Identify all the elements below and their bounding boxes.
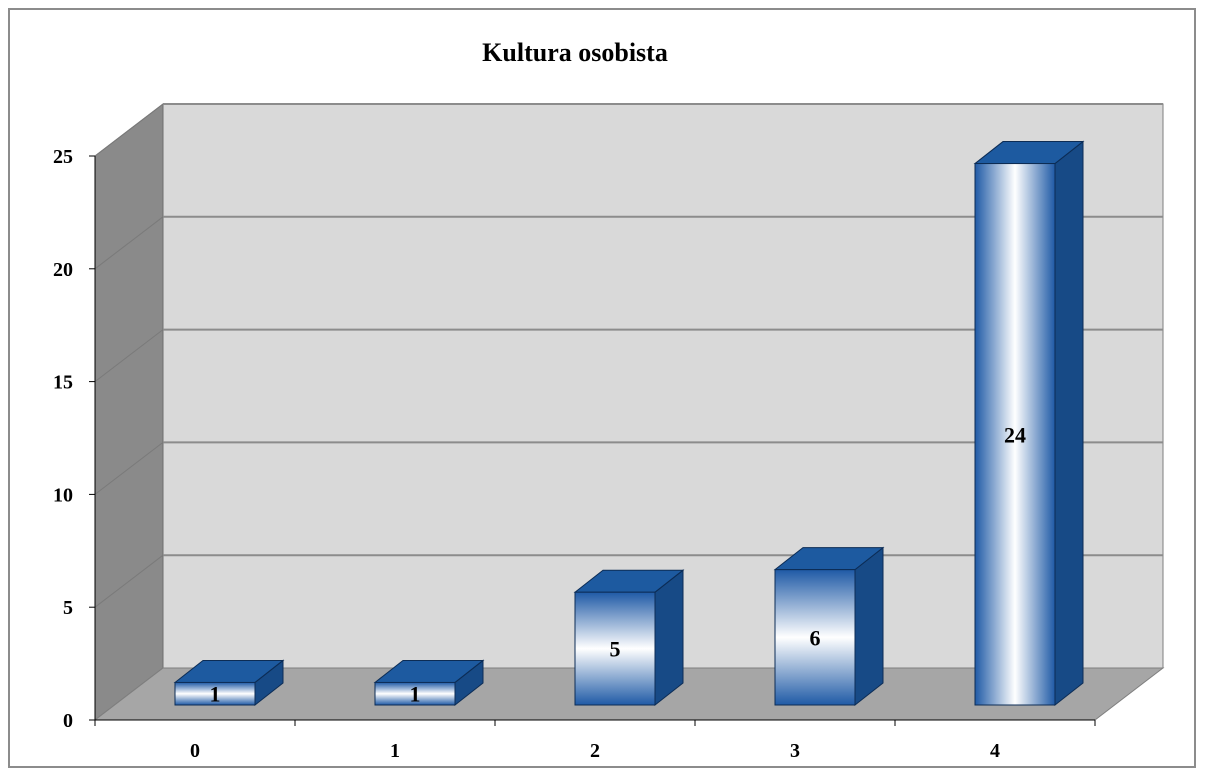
bar <box>173 659 285 707</box>
bar <box>773 546 885 707</box>
data-label: 1 <box>410 682 421 707</box>
bar-side <box>1054 140 1084 707</box>
side-gridline <box>94 554 164 608</box>
side-wall <box>94 102 164 722</box>
y-tick-label: 15 <box>53 372 73 394</box>
data-label: 1 <box>210 682 221 707</box>
bar-front <box>374 681 456 706</box>
x-tick-label: 3 <box>790 740 800 762</box>
side-gridline <box>94 442 164 495</box>
bar-side <box>854 546 884 707</box>
side-gridline <box>94 216 164 270</box>
side-gridline <box>94 329 164 382</box>
x-tick-label: 0 <box>190 740 200 762</box>
bar <box>373 659 485 707</box>
chart-title: Kultura osobista <box>482 38 668 67</box>
y-tick-label: 5 <box>63 597 73 619</box>
bar-front <box>774 569 856 706</box>
bar-side <box>654 569 684 707</box>
x-tick-label: 4 <box>990 740 1000 762</box>
x-tick-label: 2 <box>590 740 600 762</box>
bar-front <box>574 591 656 706</box>
y-tick-label: 0 <box>63 710 73 732</box>
data-label: 24 <box>1004 422 1026 447</box>
side-gridline <box>94 103 164 157</box>
data-label: 5 <box>610 637 621 662</box>
y-tick-label: 20 <box>53 259 73 281</box>
y-tick-label: 25 <box>53 146 73 168</box>
bar-front <box>974 163 1056 706</box>
x-tick-label: 1 <box>390 740 400 762</box>
data-label: 6 <box>810 625 821 650</box>
bar-front <box>174 681 256 706</box>
bar <box>973 140 1085 707</box>
bar <box>573 569 685 707</box>
y-tick-label: 10 <box>53 484 73 506</box>
